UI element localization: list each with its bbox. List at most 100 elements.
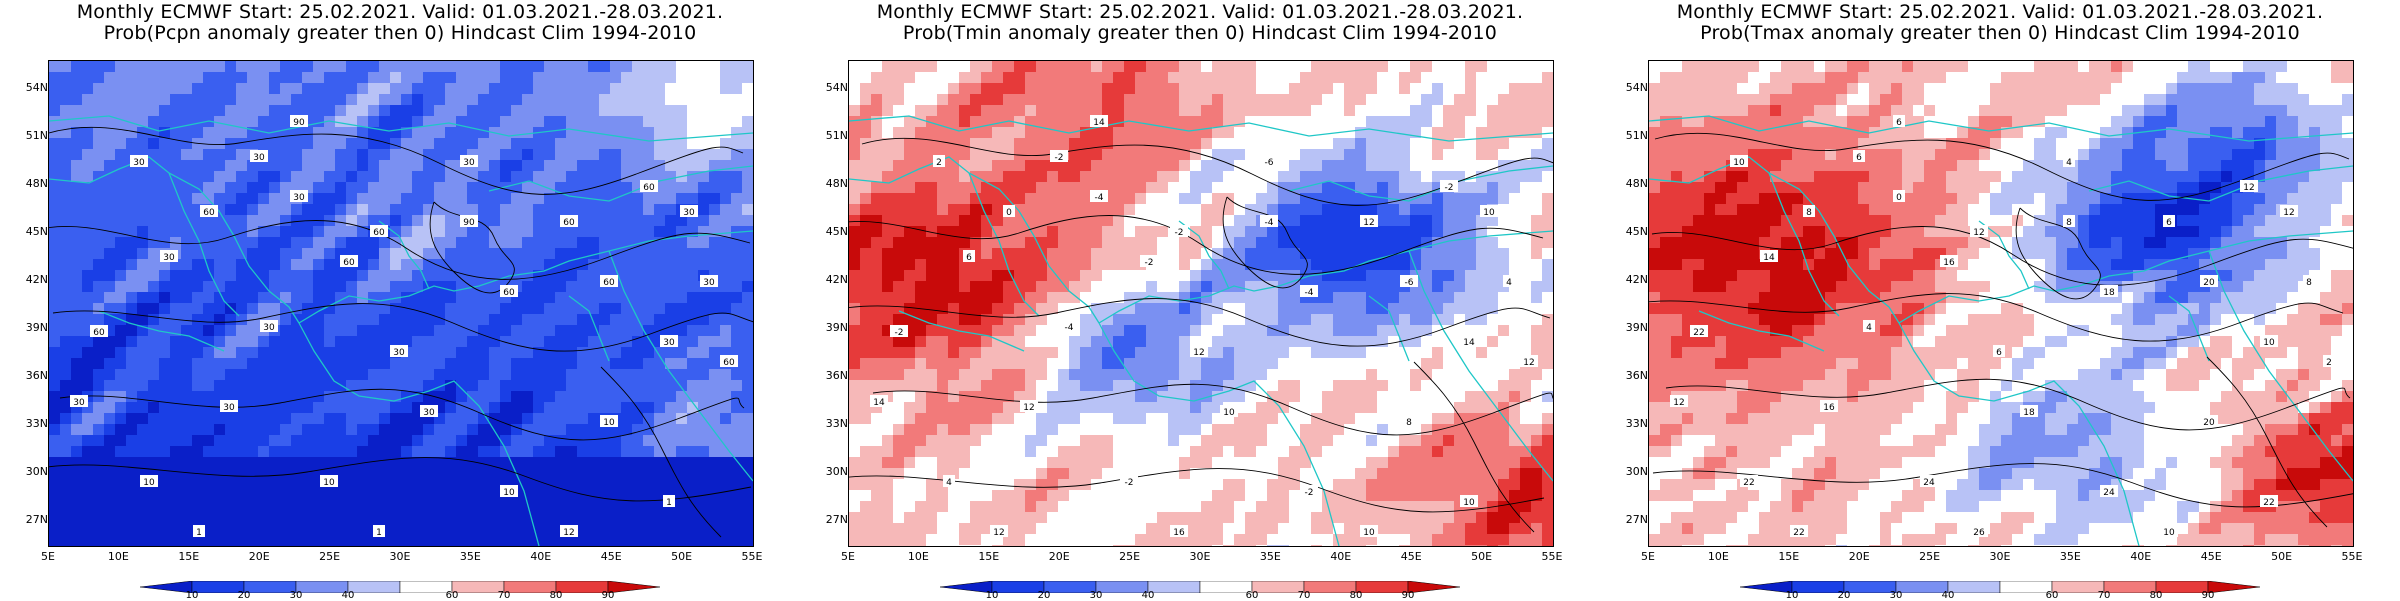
contour-label: -4 [1060,320,1078,333]
contour-label: 30 [220,400,238,413]
contour-label: 8 [2063,215,2075,228]
longitude-label: 15E [969,550,1009,563]
contour-label: 16 [1820,400,1838,413]
colorbar-svg [1740,581,2260,593]
contour-label: 6 [1853,150,1865,163]
map-title-line2: Prob(Tmax anomaly greater then 0) Hindca… [1600,23,2400,44]
latitude-label: 33N [812,417,848,430]
contour-label-text: 30 [163,253,175,263]
longitude-label: 40E [2121,550,2161,563]
contour-label-text: 16 [1823,403,1835,413]
contour-label: 8 [2303,275,2315,288]
contour-label-text: 12 [1973,228,1984,238]
contour-label-text: 2 [936,158,942,168]
latitude-label: 51N [12,129,48,142]
contour-label-text: 20 [2203,418,2215,428]
contour-label-text: 4 [1866,323,1872,333]
colorbar-label: 80 [1341,590,1371,601]
contour-label-text: -2 [1145,258,1154,268]
contour-label: -4 [1090,190,1108,203]
contour-label: 30 [250,150,268,163]
contour-label-text: 6 [2166,218,2172,228]
latitude-label: 48N [1612,177,1648,190]
contour-label: 30 [660,335,678,348]
colorbar-label: 60 [2037,590,2067,601]
contour-label-text: 8 [1406,418,1412,428]
contour-label-text: 6 [1896,118,1902,128]
tmin-map-panel: Monthly ECMWF Start: 25.02.2021. Valid: … [800,0,1600,600]
contour-label-text: 30 [223,403,235,413]
longitude-label: 10E [1698,550,1738,563]
contour-label: -6 [1400,275,1418,288]
longitude-label: 5E [1628,550,1668,563]
contour-label: 12 [1970,225,1988,238]
contour-label-text: 60 [563,218,575,228]
contour-label: 12 [2240,180,2258,193]
contour-label: 30 [390,345,408,358]
contour-label-text: 12 [1673,398,1684,408]
contour-label: 10 [1360,525,1378,538]
pcpn-map-panel: Monthly ECMWF Start: 25.02.2021. Valid: … [0,0,800,600]
contour-label: -2 [890,325,908,338]
longitude-label: 20E [1839,550,1879,563]
contour-label: 22 [2260,495,2278,508]
contour-label-text: 10 [2263,338,2275,348]
colorbar-label: 20 [1029,590,1059,601]
longitude-label: 10E [98,550,138,563]
contour-label-text: 22 [1743,478,1754,488]
longitude-label: 55E [732,550,772,563]
latitude-label: 42N [12,273,48,286]
contour-label-text: 30 [393,348,405,358]
contour-label: 14 [1090,115,1108,128]
contour-label-text: 22 [1793,528,1804,538]
contour-label: 20 [2200,415,2218,428]
contour-label-text: 30 [293,193,305,203]
latitude-label: 27N [812,513,848,526]
contour-label-text: 16 [1173,528,1185,538]
contour-label-text: 4 [1506,278,1512,288]
longitude-label: 40E [521,550,561,563]
contour-label-text: -6 [1405,278,1414,288]
colorbar-label: 70 [1289,590,1319,601]
longitude-label: 30E [1180,550,1220,563]
contour-label: 6 [1893,115,1905,128]
contour-label-text: 12 [1523,358,1534,368]
contour-label: 30 [460,155,478,168]
latitude-label: 30N [1612,465,1648,478]
latitude-label: 42N [1612,273,1648,286]
contour-label: -4 [1300,285,1318,298]
contour-label: 16 [1170,525,1188,538]
contour-label-text: 0 [1006,208,1012,218]
contour-label: 12 [1190,345,1208,358]
contour-label-text: 10 [143,478,155,488]
contour-label-text: -2 [1125,478,1134,488]
latitude-label: 33N [12,417,48,430]
contour-label-text: 1 [376,528,382,538]
contour-label-text: 12 [2243,183,2254,193]
contour-label: 14 [1760,250,1778,263]
latitude-label: 45N [12,225,48,238]
contour-label-text: 20 [2203,278,2215,288]
latitude-label: 39N [1612,321,1648,334]
colorbar [1740,578,2260,590]
colorbar-label: 20 [1829,590,1859,601]
latitude-label: 45N [812,225,848,238]
contour-label: -4 [1260,215,1278,228]
colorbar-label: 70 [489,590,519,601]
contour-label-text: 90 [463,218,475,228]
contour-label: 30 [290,190,308,203]
contour-label: 60 [640,180,658,193]
colorbar-label: 90 [1393,590,1423,601]
longitude-label: 50E [662,550,702,563]
contour-label: 10 [600,415,618,428]
contour-label: 8 [1803,205,1815,218]
map-title-line1: Monthly ECMWF Start: 25.02.2021. Valid: … [1600,2,2400,23]
contour-label: 12 [560,525,578,538]
contour-label-text: 30 [423,408,435,418]
contour-label: 22 [1690,325,1708,338]
longitude-label: 35E [2050,550,2090,563]
latitude-label: 45N [1612,225,1648,238]
contour-label-text: 14 [873,398,885,408]
